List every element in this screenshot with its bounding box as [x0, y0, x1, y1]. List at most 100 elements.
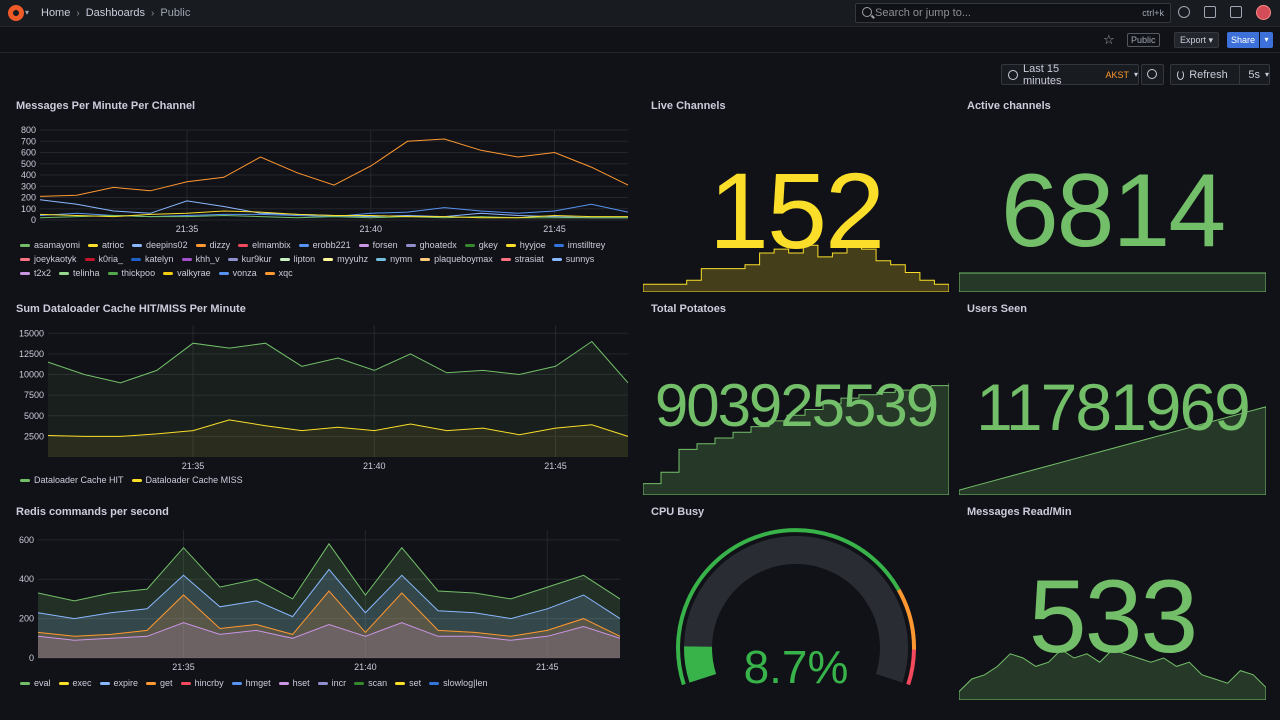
series-line-erobb221 [39, 203, 629, 218]
legend-swatch [231, 681, 242, 685]
legend-item[interactable]: nymn [376, 254, 412, 264]
refresh-button[interactable]: Refresh 5s ▾ [1170, 64, 1270, 85]
legend-item[interactable]: imstilltrey [553, 240, 605, 250]
panel-active-channels[interactable]: Active channels 6814 [959, 94, 1266, 292]
legend-swatch [505, 243, 516, 247]
chevron-down-icon[interactable]: ▾ [25, 8, 30, 17]
legend-item[interactable]: dizzy [195, 240, 230, 250]
panel-messages-per-minute[interactable]: Messages Per Minute Per Channel 0 100 200 3… [8, 94, 636, 292]
legend-swatch [131, 478, 142, 482]
y-tick-label: 5000 [24, 411, 44, 421]
legend-item[interactable]: incr [317, 678, 346, 688]
legend-item[interactable]: sunnys [551, 254, 595, 264]
legend-swatch [298, 243, 309, 247]
y-tick-label: 300 [21, 181, 36, 191]
legend-item[interactable]: hmget [231, 678, 271, 688]
legend-item[interactable]: elmambix [238, 240, 291, 250]
y-tick-label: 500 [21, 159, 36, 169]
legend-item[interactable]: atrioc [88, 240, 124, 250]
legend-item[interactable]: asamayomi [20, 240, 80, 250]
legend-item[interactable]: xqc [264, 268, 293, 278]
legend-item[interactable]: kur9kur [227, 254, 272, 264]
legend-item[interactable]: erobb221 [298, 240, 351, 250]
legend-item[interactable]: plaqueboymax [420, 254, 493, 264]
legend-item[interactable]: forsen [358, 240, 398, 250]
x-tick-label: 21:45 [544, 461, 567, 471]
legend-item[interactable]: deepins02 [132, 240, 188, 250]
help-icon[interactable] [1178, 6, 1190, 18]
legend-item[interactable]: telinha [59, 268, 100, 278]
breadcrumb-home[interactable]: Home [41, 7, 71, 19]
legend-item[interactable]: katelyn [131, 254, 174, 264]
legend-item[interactable]: set [395, 678, 421, 688]
y-tick-label: 0 [29, 653, 34, 663]
legend-item[interactable]: joeykaotyk [20, 254, 77, 264]
panel-redis-commands[interactable]: Redis commands per second 0 200 400 600 21:3… [8, 500, 636, 700]
legend-item[interactable]: vonza [218, 268, 257, 278]
legend-item[interactable]: myyuhz [323, 254, 368, 264]
gauge-threshold-red [906, 649, 916, 686]
refresh-label: Refresh [1189, 68, 1228, 81]
legend-swatch [500, 257, 511, 261]
legend-item[interactable]: t2x2 [20, 268, 51, 278]
legend-swatch [218, 271, 229, 275]
legend-swatch [20, 243, 30, 247]
refresh-interval-picker[interactable]: 5s [1248, 68, 1260, 81]
legend-label: joeykaotyk [34, 254, 77, 264]
avatar[interactable] [1256, 5, 1271, 20]
legend-item[interactable]: strasiat [500, 254, 544, 264]
legend-item[interactable]: valkyrae [163, 268, 211, 278]
panel-messages-read[interactable]: Messages Read/Min 533 [959, 500, 1266, 700]
panel-cpu-busy[interactable]: CPU Busy 8.7% [643, 500, 949, 700]
legend-item[interactable]: slowlog|len [429, 678, 488, 688]
legend-item[interactable]: Dataloader Cache MISS [131, 475, 243, 485]
legend-item[interactable]: expire [99, 678, 138, 688]
legend-item[interactable]: exec [58, 678, 92, 688]
legend-item[interactable]: Dataloader Cache HIT [20, 475, 124, 485]
chart-legend: asamayomi atrioc deepins02 dizzy elmambix ero… [20, 240, 630, 278]
panel-dataloader-cache[interactable]: Sum Dataloader Cache HIT/MISS Per Minute… [8, 297, 636, 495]
legend-label: Dataloader Cache MISS [145, 475, 243, 485]
legend-swatch [107, 271, 118, 275]
y-tick-label: 15000 [19, 328, 44, 338]
star-icon[interactable]: ☆ [1103, 32, 1115, 47]
rss-news-icon[interactable] [1204, 6, 1216, 18]
stat-value: 152 [708, 150, 885, 271]
legend-label: k0ria_ [98, 254, 124, 264]
legend-item[interactable]: eval [20, 678, 51, 688]
search-input[interactable]: Search or jump to... ctrl+k [855, 3, 1171, 23]
legend-item[interactable]: get [146, 678, 173, 688]
panel-users-seen[interactable]: Users Seen 11781969 [959, 297, 1266, 495]
share-dropdown-chevron-icon[interactable]: ▾ [1260, 32, 1273, 48]
legend-item[interactable]: k0ria_ [84, 254, 124, 264]
grafana-logo-icon[interactable] [8, 5, 24, 21]
panel-live-channels[interactable]: Live Channels 152 [643, 94, 949, 292]
breadcrumb-dashboards[interactable]: Dashboards [85, 7, 146, 19]
legend-item[interactable]: hset [278, 678, 310, 688]
x-tick-label: 21:35 [172, 662, 195, 672]
legend-item[interactable]: hyyjoe [505, 240, 546, 250]
legend-item[interactable]: ghoatedx [405, 240, 457, 250]
redis-area-chart[interactable]: 0 200 400 600 21:35 21:40 21:45 [8, 520, 636, 678]
panel-total-potatoes[interactable]: Total Potatoes 903925539 [643, 297, 949, 495]
legend-item[interactable]: gkey [464, 240, 498, 250]
legend-label: xqc [278, 268, 293, 278]
sparkline-area [959, 648, 1266, 700]
legend-item[interactable]: thickpoo [107, 268, 155, 278]
dataloader-line-chart[interactable]: 2500 5000 7500 10000 12500 15000 21:35 21:40 21:… [8, 317, 636, 475]
monitor-icon[interactable] [1230, 6, 1242, 18]
legend-label: sunnys [565, 254, 595, 264]
time-range-picker[interactable]: Last 15 minutes AKST ▾ [1001, 63, 1139, 87]
share-button[interactable]: Share [1227, 32, 1259, 48]
legend-swatch [429, 681, 440, 685]
legend-item[interactable]: khh_v [181, 254, 220, 264]
zoom-out-button[interactable] [1141, 64, 1164, 85]
legend-item[interactable]: scan [354, 678, 387, 688]
panel-title: Users Seen [967, 303, 1027, 315]
legend-label: plaqueboymax [434, 254, 493, 264]
legend-item[interactable]: lipton [279, 254, 315, 264]
legend-item[interactable]: hincrby [180, 678, 224, 688]
export-button[interactable]: Export ▾ [1174, 32, 1220, 48]
chevron-down-icon: ▾ [1208, 35, 1214, 45]
